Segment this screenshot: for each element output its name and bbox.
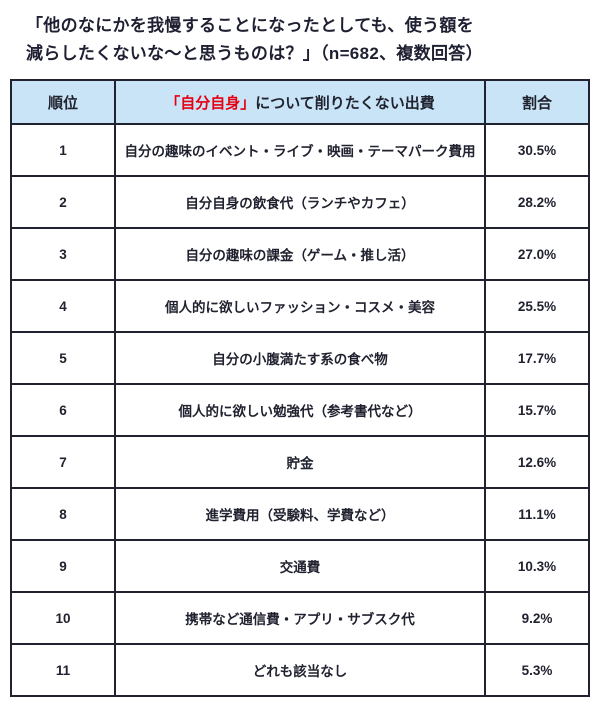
rank-cell: 3 (10, 227, 116, 282)
table-row: 10 携帯など通信費・アプリ・サブスク代 9.2% (10, 591, 590, 646)
item-cell: 個人的に欲しいファッション・コスメ・美容 (114, 279, 486, 334)
rank-cell: 7 (10, 435, 116, 490)
percent-cell: 27.0% (484, 227, 590, 282)
rank-cell: 5 (10, 331, 116, 386)
percent-cell: 10.3% (484, 539, 590, 594)
header-item: 「自分自身」について削りたくない出費 (114, 79, 486, 126)
table-row: 4 個人的に欲しいファッション・コスメ・美容 25.5% (10, 279, 590, 334)
header-row: 順位 「自分自身」について削りたくない出費 割合 (10, 79, 590, 126)
rank-cell: 8 (10, 487, 116, 542)
title-line-1: 「他のなにかを我慢することになったとしても、使う額を (26, 16, 474, 35)
header-rank: 順位 (10, 79, 116, 126)
header-item-rest: について削りたくない出費 (255, 94, 435, 112)
header-percent: 割合 (484, 79, 590, 126)
item-cell: 携帯など通信費・アプリ・サブスク代 (114, 591, 486, 646)
item-cell: 交通費 (114, 539, 486, 594)
percent-cell: 11.1% (484, 487, 590, 542)
rank-cell: 4 (10, 279, 116, 334)
survey-results-table: 順位 「自分自身」について削りたくない出費 割合 1 自分の趣味のイベント・ライブ… (10, 79, 590, 698)
rank-cell: 11 (10, 643, 116, 698)
percent-cell: 25.5% (484, 279, 590, 334)
percent-cell: 28.2% (484, 175, 590, 230)
percent-cell: 15.7% (484, 383, 590, 438)
rank-cell: 2 (10, 175, 116, 230)
item-cell: どれも該当なし (114, 643, 486, 698)
title-line-2: 減らしたくないな〜と思うものは？」（n=682、複数回答） (26, 44, 483, 64)
page-title: 「他のなにかを我慢することになったとしても、使う額を 減らしたくないな〜と思うも… (10, 12, 590, 79)
percent-cell: 5.3% (484, 643, 590, 698)
rank-cell: 9 (10, 539, 116, 594)
percent-cell: 12.6% (484, 435, 590, 490)
table-row: 2 自分自身の飲食代（ランチやカフェ） 28.2% (10, 175, 590, 230)
rank-cell: 1 (10, 123, 116, 178)
rank-cell: 10 (10, 591, 116, 646)
header-item-highlight: 「自分自身」 (165, 94, 256, 112)
item-cell: 自分の趣味のイベント・ライブ・映画・テーマパーク費用 (114, 123, 486, 178)
item-cell: 自分自身の飲食代（ランチやカフェ） (114, 175, 486, 230)
item-cell: 個人的に欲しい勉強代（参考書代など） (114, 383, 486, 438)
table-row: 7 貯金 12.6% (10, 435, 590, 490)
item-cell: 進学費用（受験料、学費など） (114, 487, 486, 542)
table-row: 11 どれも該当なし 5.3% (10, 643, 590, 698)
table-row: 3 自分の趣味の課金（ゲーム・推し活） 27.0% (10, 227, 590, 282)
table-body: 1 自分の趣味のイベント・ライブ・映画・テーマパーク費用 30.5% 2 自分自身の飲食… (10, 123, 590, 698)
item-cell: 貯金 (114, 435, 486, 490)
table-row: 5 自分の小腹満たす系の食べ物 17.7% (10, 331, 590, 386)
rank-cell: 6 (10, 383, 116, 438)
item-cell: 自分の趣味の課金（ゲーム・推し活） (114, 227, 486, 282)
table-row: 9 交通費 10.3% (10, 539, 590, 594)
percent-cell: 17.7% (484, 331, 590, 386)
percent-cell: 30.5% (484, 123, 590, 178)
table-row: 1 自分の趣味のイベント・ライブ・映画・テーマパーク費用 30.5% (10, 123, 590, 178)
percent-cell: 9.2% (484, 591, 590, 646)
table-row: 6 個人的に欲しい勉強代（参考書代など） 15.7% (10, 383, 590, 438)
item-cell: 自分の小腹満たす系の食べ物 (114, 331, 486, 386)
table-header: 順位 「自分自身」について削りたくない出費 割合 (10, 79, 590, 126)
table-row: 8 進学費用（受験料、学費など） 11.1% (10, 487, 590, 542)
